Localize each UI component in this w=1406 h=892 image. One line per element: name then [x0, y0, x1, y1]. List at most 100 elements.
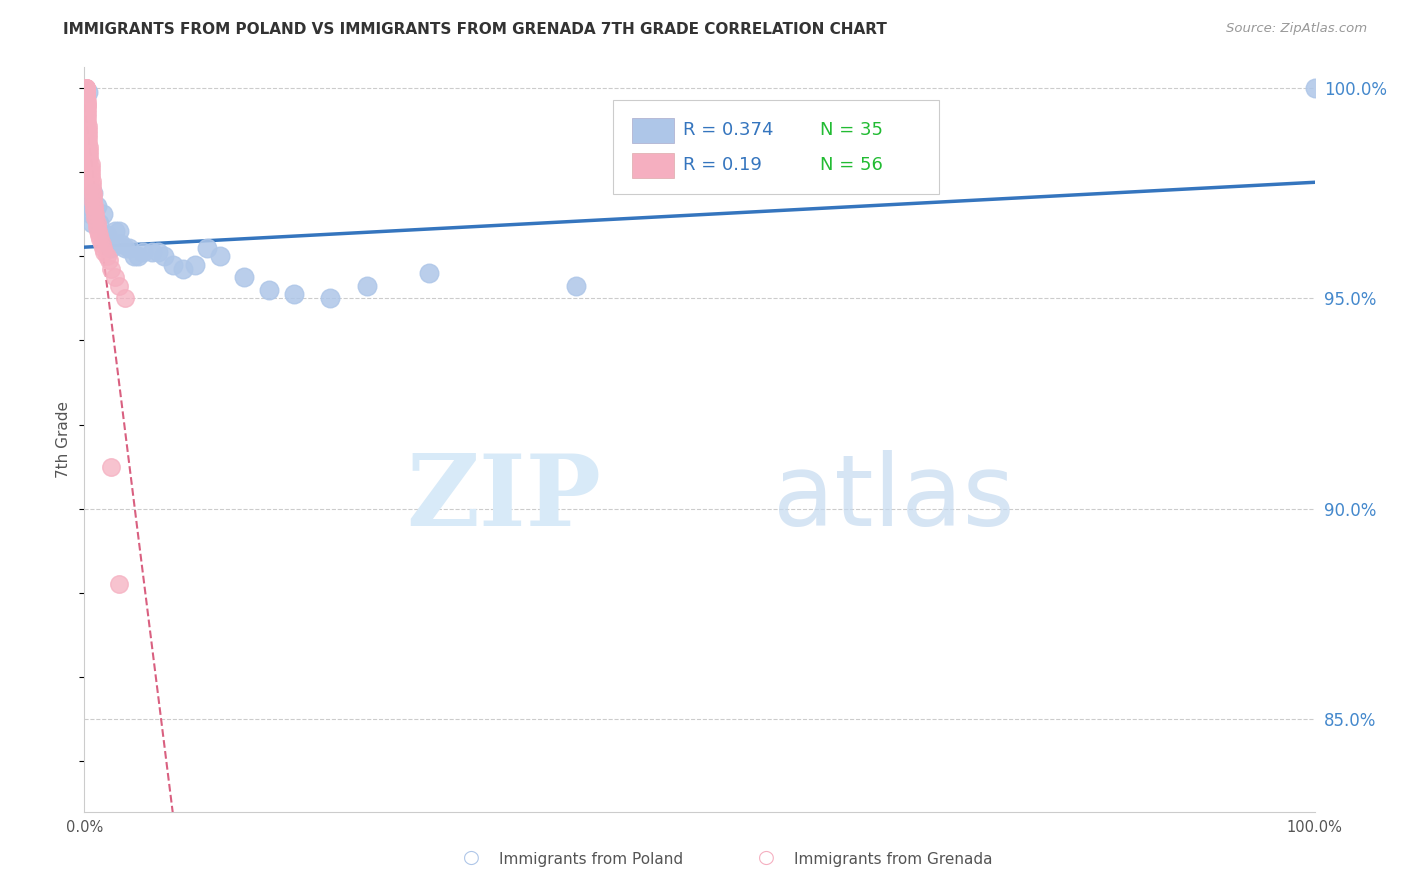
Point: [75, 81, 97, 95]
Point: [418, 266, 440, 280]
Point: [76, 94, 98, 108]
Point: [118, 241, 141, 255]
Point: [108, 224, 131, 238]
Point: [122, 249, 145, 263]
Point: [98, 236, 120, 251]
Text: R = 0.19: R = 0.19: [683, 156, 762, 174]
Point: [86, 219, 108, 234]
Point: [75, 85, 97, 99]
Point: [87, 224, 110, 238]
Point: [104, 224, 127, 238]
FancyBboxPatch shape: [631, 118, 673, 143]
Point: [82, 186, 104, 201]
Point: [356, 278, 378, 293]
Point: [114, 291, 136, 305]
Point: [148, 245, 170, 260]
Point: [84, 211, 107, 226]
Point: [79, 148, 101, 162]
Point: [96, 249, 118, 263]
Point: [87, 216, 111, 230]
Point: [86, 199, 108, 213]
Point: [114, 241, 136, 255]
Point: [83, 202, 105, 217]
Point: [84, 207, 107, 221]
Point: [162, 258, 184, 272]
Point: [75, 89, 97, 103]
Point: [93, 245, 115, 260]
Point: [76, 114, 98, 128]
Point: [80, 216, 103, 230]
Point: [76, 111, 98, 125]
Text: IMMIGRANTS FROM POLAND VS IMMIGRANTS FROM GRENADA 7TH GRADE CORRELATION CHART: IMMIGRANTS FROM POLAND VS IMMIGRANTS FRO…: [63, 22, 887, 37]
Text: ○: ○: [463, 848, 479, 867]
Point: [82, 186, 104, 201]
Point: [108, 577, 131, 591]
Point: [96, 228, 118, 243]
Text: Immigrants from Grenada: Immigrants from Grenada: [794, 852, 993, 867]
Point: [83, 199, 105, 213]
Point: [76, 97, 98, 112]
Point: [110, 236, 132, 251]
Point: [80, 173, 103, 187]
Point: [77, 119, 100, 133]
Text: 0.0%: 0.0%: [66, 820, 103, 835]
Text: R = 0.374: R = 0.374: [683, 121, 773, 139]
Point: [565, 278, 588, 293]
Point: [91, 241, 114, 255]
Point: [75, 81, 97, 95]
Point: [82, 194, 104, 209]
Point: [75, 94, 97, 108]
Point: [76, 106, 98, 120]
Point: [77, 131, 100, 145]
Point: [79, 157, 101, 171]
Text: atlas: atlas: [773, 450, 1015, 548]
Point: [104, 270, 127, 285]
Point: [108, 278, 131, 293]
Point: [75, 81, 97, 95]
Point: [197, 241, 219, 255]
Text: ZIP: ZIP: [406, 450, 602, 548]
Point: [79, 144, 101, 158]
Point: [77, 123, 100, 137]
Point: [100, 459, 122, 474]
Point: [79, 165, 101, 179]
Point: [172, 261, 194, 276]
Point: [98, 253, 120, 268]
Point: [75, 85, 97, 99]
Point: [233, 270, 256, 285]
Point: [86, 216, 108, 230]
Point: [141, 245, 163, 260]
Text: ○: ○: [758, 848, 775, 867]
Point: [319, 291, 342, 305]
Point: [100, 241, 122, 255]
Point: [75, 81, 97, 95]
Point: [153, 249, 176, 263]
Point: [77, 136, 100, 150]
Point: [100, 261, 122, 276]
Point: [89, 232, 111, 246]
Text: Immigrants from Poland: Immigrants from Poland: [499, 852, 683, 867]
Point: [283, 287, 305, 301]
Point: [77, 127, 100, 141]
Point: [79, 161, 101, 175]
Point: [128, 249, 150, 263]
Point: [79, 140, 101, 154]
Point: [208, 249, 231, 263]
Point: [132, 245, 155, 260]
Point: [75, 81, 97, 95]
Point: [75, 89, 97, 103]
Point: [79, 153, 101, 167]
Point: [76, 97, 98, 112]
Point: [79, 207, 101, 221]
Text: N = 35: N = 35: [820, 121, 883, 139]
Point: [1303, 81, 1326, 95]
Point: [77, 199, 100, 213]
Point: [91, 207, 114, 221]
Text: Source: ZipAtlas.com: Source: ZipAtlas.com: [1226, 22, 1367, 36]
Point: [87, 228, 111, 243]
Point: [79, 169, 101, 184]
Point: [184, 258, 207, 272]
Point: [82, 190, 104, 204]
Point: [80, 182, 103, 196]
Point: [77, 85, 100, 99]
